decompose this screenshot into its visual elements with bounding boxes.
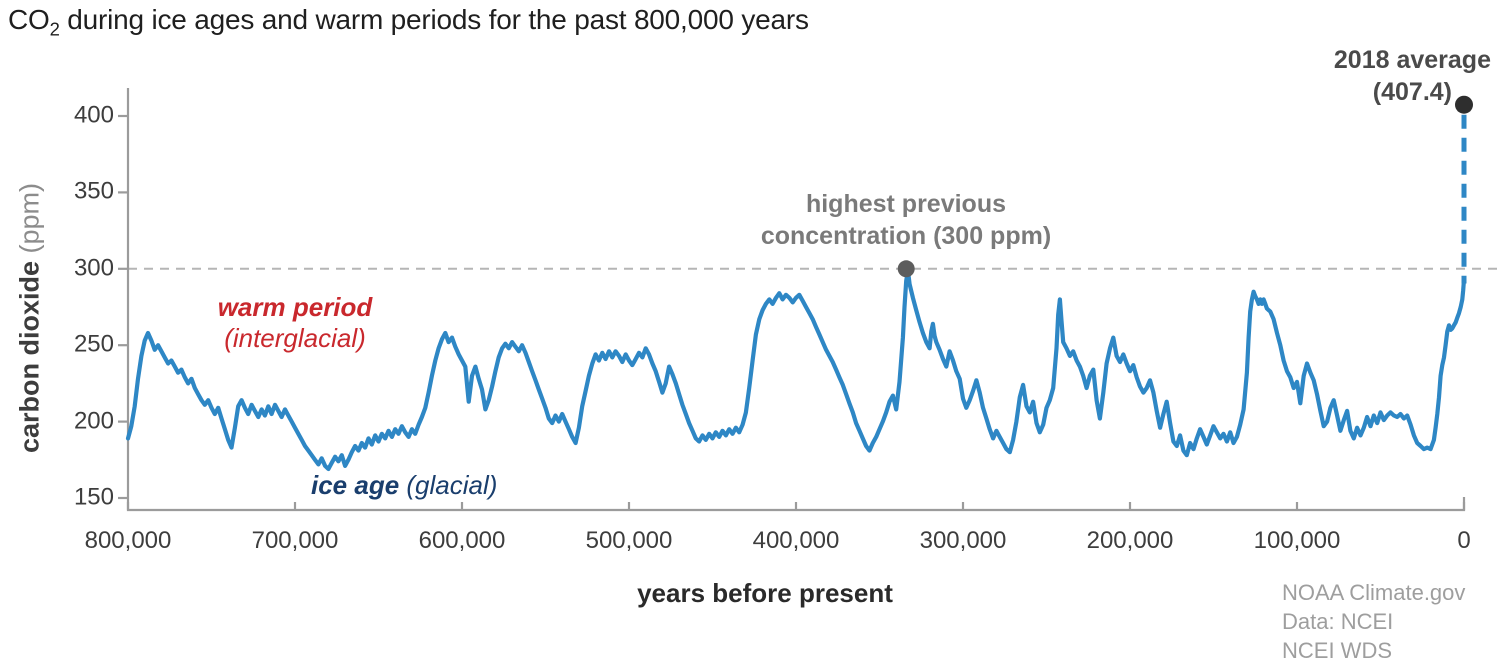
warm-period-annotation: warm period (interglacial) [188, 292, 402, 354]
y-tick-label: 400 [73, 101, 114, 129]
x-axis-label: years before present [637, 578, 893, 608]
x-tick-label: 700,000 [251, 527, 339, 554]
warm-period-line2: (interglacial) [224, 323, 366, 353]
y-tick-label: 200 [73, 407, 114, 435]
credit-clipped-line: NCEI WDS [1282, 638, 1392, 663]
warm-period-line1: warm period [217, 292, 373, 322]
y-tick-label: 350 [73, 177, 114, 205]
credit-noaa: NOAA Climate.gov [1282, 580, 1466, 605]
co2-line-chart [118, 88, 1497, 512]
highest-previous-annotation: highest previous concentration (300 ppm) [700, 188, 1112, 252]
highest-previous-dot [897, 260, 915, 278]
highest-previous-line1: highest previous [805, 190, 1007, 218]
ice-age-annotation: ice age (glacial) [311, 470, 497, 501]
y-tick-label: 150 [73, 483, 114, 511]
credit-data-source: Data: NCEI [1282, 609, 1394, 634]
ice-age-rest: (glacial) [399, 470, 498, 500]
avg-2018-dot [1455, 95, 1473, 114]
title-subscript: 2 [49, 18, 60, 40]
x-tick-label: 100,000 [1253, 527, 1341, 554]
ice-age-bold: ice age [311, 470, 400, 500]
avg-2018-line1: 2018 average [1333, 46, 1491, 74]
x-tick-label: 600,000 [418, 527, 506, 554]
co2-line [125, 268, 1467, 472]
x-tick-label: 300,000 [919, 527, 1007, 554]
x-tick-label: 800,000 [84, 527, 172, 554]
avg-2018-line2: (407.4) [1372, 78, 1452, 106]
x-tick-label: 200,000 [1086, 527, 1174, 554]
avg-2018-annotation: 2018 average (407.4) [1334, 44, 1491, 108]
x-tick-label: 0 [1457, 527, 1471, 554]
highest-previous-line2: concentration (300 ppm) [760, 222, 1052, 250]
co2-ice-age-chart-page: { "title": {"prefix": "CO", "sub": "2", … [8, 4, 1497, 663]
x-tick-label: 500,000 [585, 527, 673, 554]
y-tick-label: 300 [73, 254, 114, 282]
x-tick-label: 400,000 [752, 527, 840, 554]
chart-title: CO2 during ice ages and warm periods for… [8, 4, 809, 40]
credits-block: NOAA Climate.gov Data: NCEI NCEI WDS [1282, 578, 1465, 665]
y-tick-label: 250 [73, 330, 114, 358]
